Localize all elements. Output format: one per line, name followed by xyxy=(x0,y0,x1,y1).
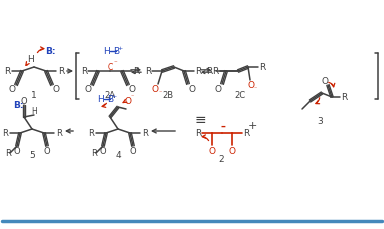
Text: R: R xyxy=(341,93,347,102)
Text: 2A: 2A xyxy=(104,91,116,100)
Text: O: O xyxy=(248,81,255,90)
Text: O: O xyxy=(84,85,91,94)
Text: R: R xyxy=(58,67,64,76)
Text: O: O xyxy=(189,84,195,93)
Text: B: B xyxy=(113,47,119,56)
Text: H: H xyxy=(103,47,109,56)
Text: R: R xyxy=(133,67,139,76)
Text: ⁻: ⁻ xyxy=(158,91,162,96)
Text: O: O xyxy=(53,85,60,94)
Text: O: O xyxy=(129,85,136,94)
Text: R: R xyxy=(195,129,201,138)
Text: O: O xyxy=(215,84,222,93)
Text: –: – xyxy=(220,121,225,131)
Text: O: O xyxy=(14,147,20,156)
Text: O: O xyxy=(228,146,235,155)
Text: C: C xyxy=(108,62,113,71)
Text: ⁻: ⁻ xyxy=(253,87,257,92)
Text: 2C: 2C xyxy=(235,91,245,100)
Text: 2B: 2B xyxy=(162,91,174,100)
Text: R: R xyxy=(4,67,10,76)
Text: O: O xyxy=(8,85,15,94)
Text: R: R xyxy=(2,129,8,138)
Text: ≡: ≡ xyxy=(194,112,206,126)
Text: R: R xyxy=(206,67,212,76)
Text: R: R xyxy=(81,67,87,76)
Text: R: R xyxy=(212,67,218,76)
Text: H: H xyxy=(31,106,37,115)
Text: O: O xyxy=(124,97,131,106)
Text: R: R xyxy=(56,129,62,138)
Text: O: O xyxy=(321,76,328,85)
Text: H: H xyxy=(28,54,35,63)
Text: R: R xyxy=(195,67,201,76)
Text: ⁻: ⁻ xyxy=(113,60,117,66)
Text: +: + xyxy=(111,93,117,98)
Text: ⁻: ⁻ xyxy=(131,95,134,100)
Text: O: O xyxy=(130,147,136,156)
Text: O: O xyxy=(100,147,106,156)
Text: R: R xyxy=(88,129,94,138)
Text: R: R xyxy=(142,129,148,138)
Text: 3: 3 xyxy=(317,117,323,126)
Text: R: R xyxy=(243,129,249,138)
Text: 5: 5 xyxy=(29,151,35,160)
Text: +: + xyxy=(247,120,257,131)
Text: O: O xyxy=(209,146,215,155)
Text: O: O xyxy=(21,96,27,105)
Text: B:: B: xyxy=(45,47,55,56)
Text: R: R xyxy=(145,67,151,76)
Text: B: B xyxy=(107,95,113,104)
Text: 1: 1 xyxy=(31,91,37,100)
Text: O: O xyxy=(44,147,50,156)
Text: R: R xyxy=(5,149,11,158)
Text: R: R xyxy=(259,63,265,72)
Text: R: R xyxy=(91,149,97,158)
Text: O: O xyxy=(152,85,159,94)
Text: +: + xyxy=(118,45,122,50)
Text: 4: 4 xyxy=(115,151,121,160)
Text: B:: B: xyxy=(13,101,23,110)
Text: 2: 2 xyxy=(218,155,224,164)
Text: H: H xyxy=(97,95,103,104)
